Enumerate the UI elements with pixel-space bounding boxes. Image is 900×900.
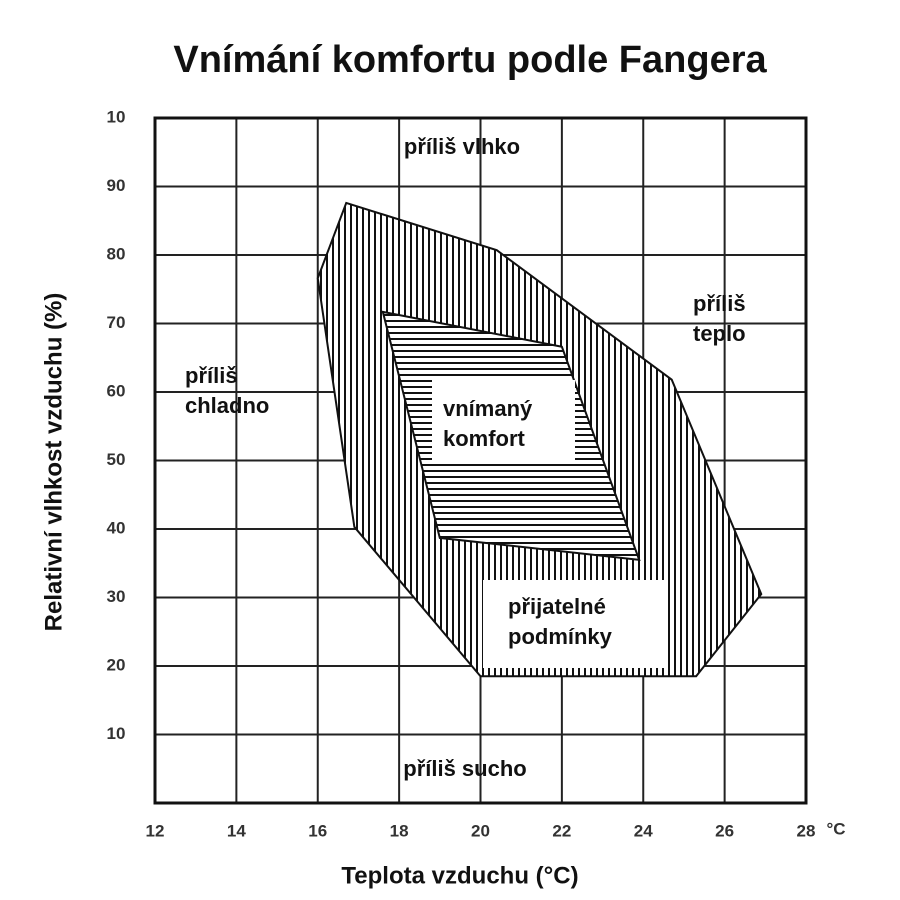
x-tick-label: 20	[471, 821, 490, 840]
label-background	[432, 380, 575, 462]
x-tick-label: 28	[797, 821, 816, 840]
x-tick-label: 14	[227, 821, 246, 840]
x-unit: °C	[826, 819, 845, 838]
annotation: vnímaný	[443, 396, 533, 421]
annotation: příliš	[185, 363, 238, 388]
y-tick-label: 90	[107, 176, 126, 195]
y-axis-title: Relativní vlhkost vzduchu (%)	[40, 293, 67, 632]
y-tick-label: 40	[107, 518, 126, 537]
annotation: příliš vlhko	[404, 134, 520, 159]
x-tick-label: 26	[715, 821, 734, 840]
annotation: příliš sucho	[403, 756, 526, 781]
x-tick-label: 16	[308, 821, 327, 840]
x-tick-label: 22	[552, 821, 571, 840]
annotation: chladno	[185, 393, 269, 418]
chart-title: Vnímání komfortu podle Fangera	[173, 39, 767, 81]
y-tick-label: 80	[107, 244, 126, 263]
y-tick-label: 10	[107, 107, 126, 126]
plot-frame	[153, 116, 808, 805]
annotation: přijatelné	[508, 594, 606, 619]
y-tick-label: 30	[107, 587, 126, 606]
annotation: podmínky	[508, 624, 613, 649]
annotation: teplo	[693, 321, 746, 346]
annotation: příliš	[693, 291, 746, 316]
x-axis-title: Teplota vzduchu (°C)	[341, 862, 578, 889]
x-tick-label: 12	[146, 821, 165, 840]
y-tick-label: 50	[107, 450, 126, 469]
y-tick-label: 10	[107, 724, 126, 743]
y-tick-label: 60	[107, 381, 126, 400]
y-tick-label: 70	[107, 313, 126, 332]
x-tick-label: 24	[634, 821, 653, 840]
y-tick-label: 20	[107, 655, 126, 674]
x-tick-label: 18	[390, 821, 409, 840]
label-background	[483, 580, 668, 668]
annotation: komfort	[443, 426, 526, 451]
